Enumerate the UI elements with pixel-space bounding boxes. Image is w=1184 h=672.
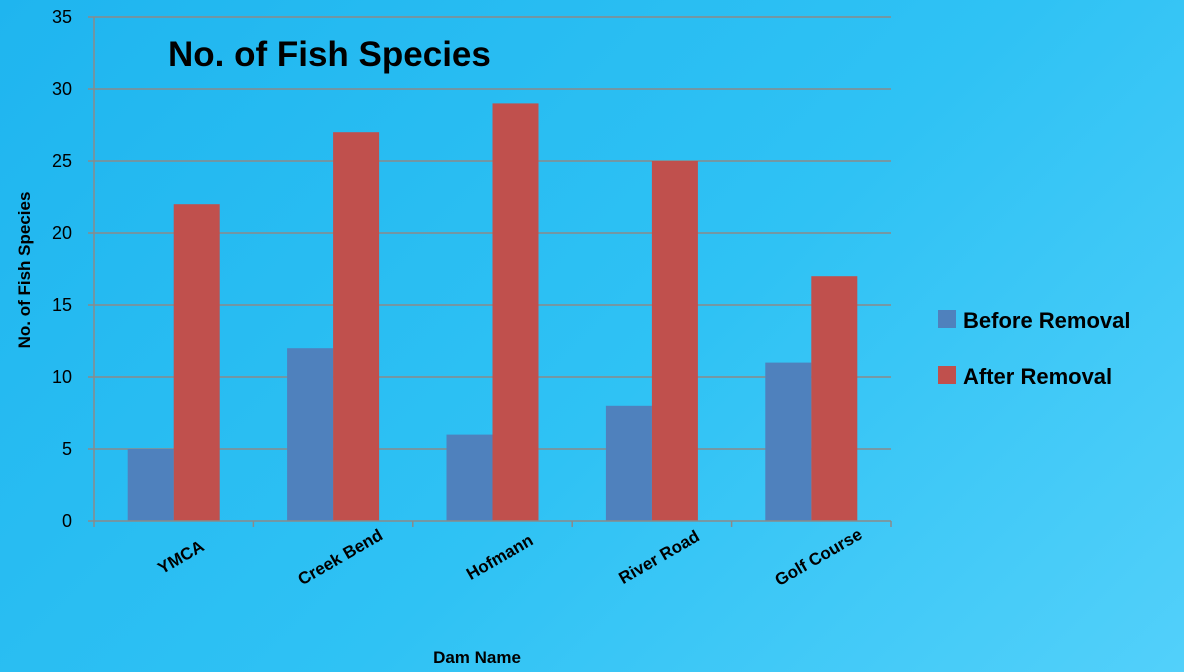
- y-tick-label-15: 15: [52, 295, 72, 315]
- bar-before-removal-creek-bend: [287, 348, 334, 521]
- y-tick-label-0: 0: [62, 511, 72, 531]
- bar-after-removal-ymca: [173, 204, 220, 521]
- x-tick-labels: YMCA Creek Bend Hofmann River Road Golf Cour…: [155, 525, 866, 590]
- bar-after-removal-river-road: [651, 161, 698, 521]
- bar-after-removal-hofmann: [492, 103, 539, 522]
- x-tick-label-hofmann: Hofmann: [463, 531, 536, 584]
- bar-after-removal-creek-bend: [333, 132, 380, 521]
- legend-label-before-removal: Before Removal: [963, 308, 1131, 333]
- bar-before-removal-ymca: [127, 449, 174, 521]
- bar-before-removal-river-road: [605, 405, 652, 521]
- x-tick-label-ymca: YMCA: [155, 536, 208, 577]
- y-tick-label-25: 25: [52, 151, 72, 171]
- legend-label-after-removal: After Removal: [963, 364, 1112, 389]
- bar-after-removal-golf-course: [811, 276, 858, 521]
- y-tick-label-20: 20: [52, 223, 72, 243]
- axes: [93, 17, 891, 522]
- y-axis-title: No. of Fish Species: [15, 192, 34, 349]
- x-tick-label-golf-course: Golf Course: [772, 525, 866, 590]
- legend: Before Removal After Removal: [938, 308, 1131, 389]
- y-tick-label-30: 30: [52, 79, 72, 99]
- legend-swatch-before-removal: [938, 310, 956, 328]
- y-tick-labels: 0 5 10 15 20 25 30 35: [52, 7, 72, 531]
- x-tick-label-creek-bend: Creek Bend: [295, 525, 386, 589]
- x-tick-label-river-road: River Road: [616, 527, 703, 588]
- bar-before-removal-golf-course: [765, 362, 812, 521]
- bar-before-removal-hofmann: [446, 434, 493, 521]
- y-tick-label-10: 10: [52, 367, 72, 387]
- x-axis-title: Dam Name: [433, 648, 521, 667]
- legend-swatch-after-removal: [938, 366, 956, 384]
- y-tick-label-5: 5: [62, 439, 72, 459]
- chart-title: No. of Fish Species: [168, 35, 491, 74]
- y-tick-label-35: 35: [52, 7, 72, 27]
- bars: [127, 103, 858, 522]
